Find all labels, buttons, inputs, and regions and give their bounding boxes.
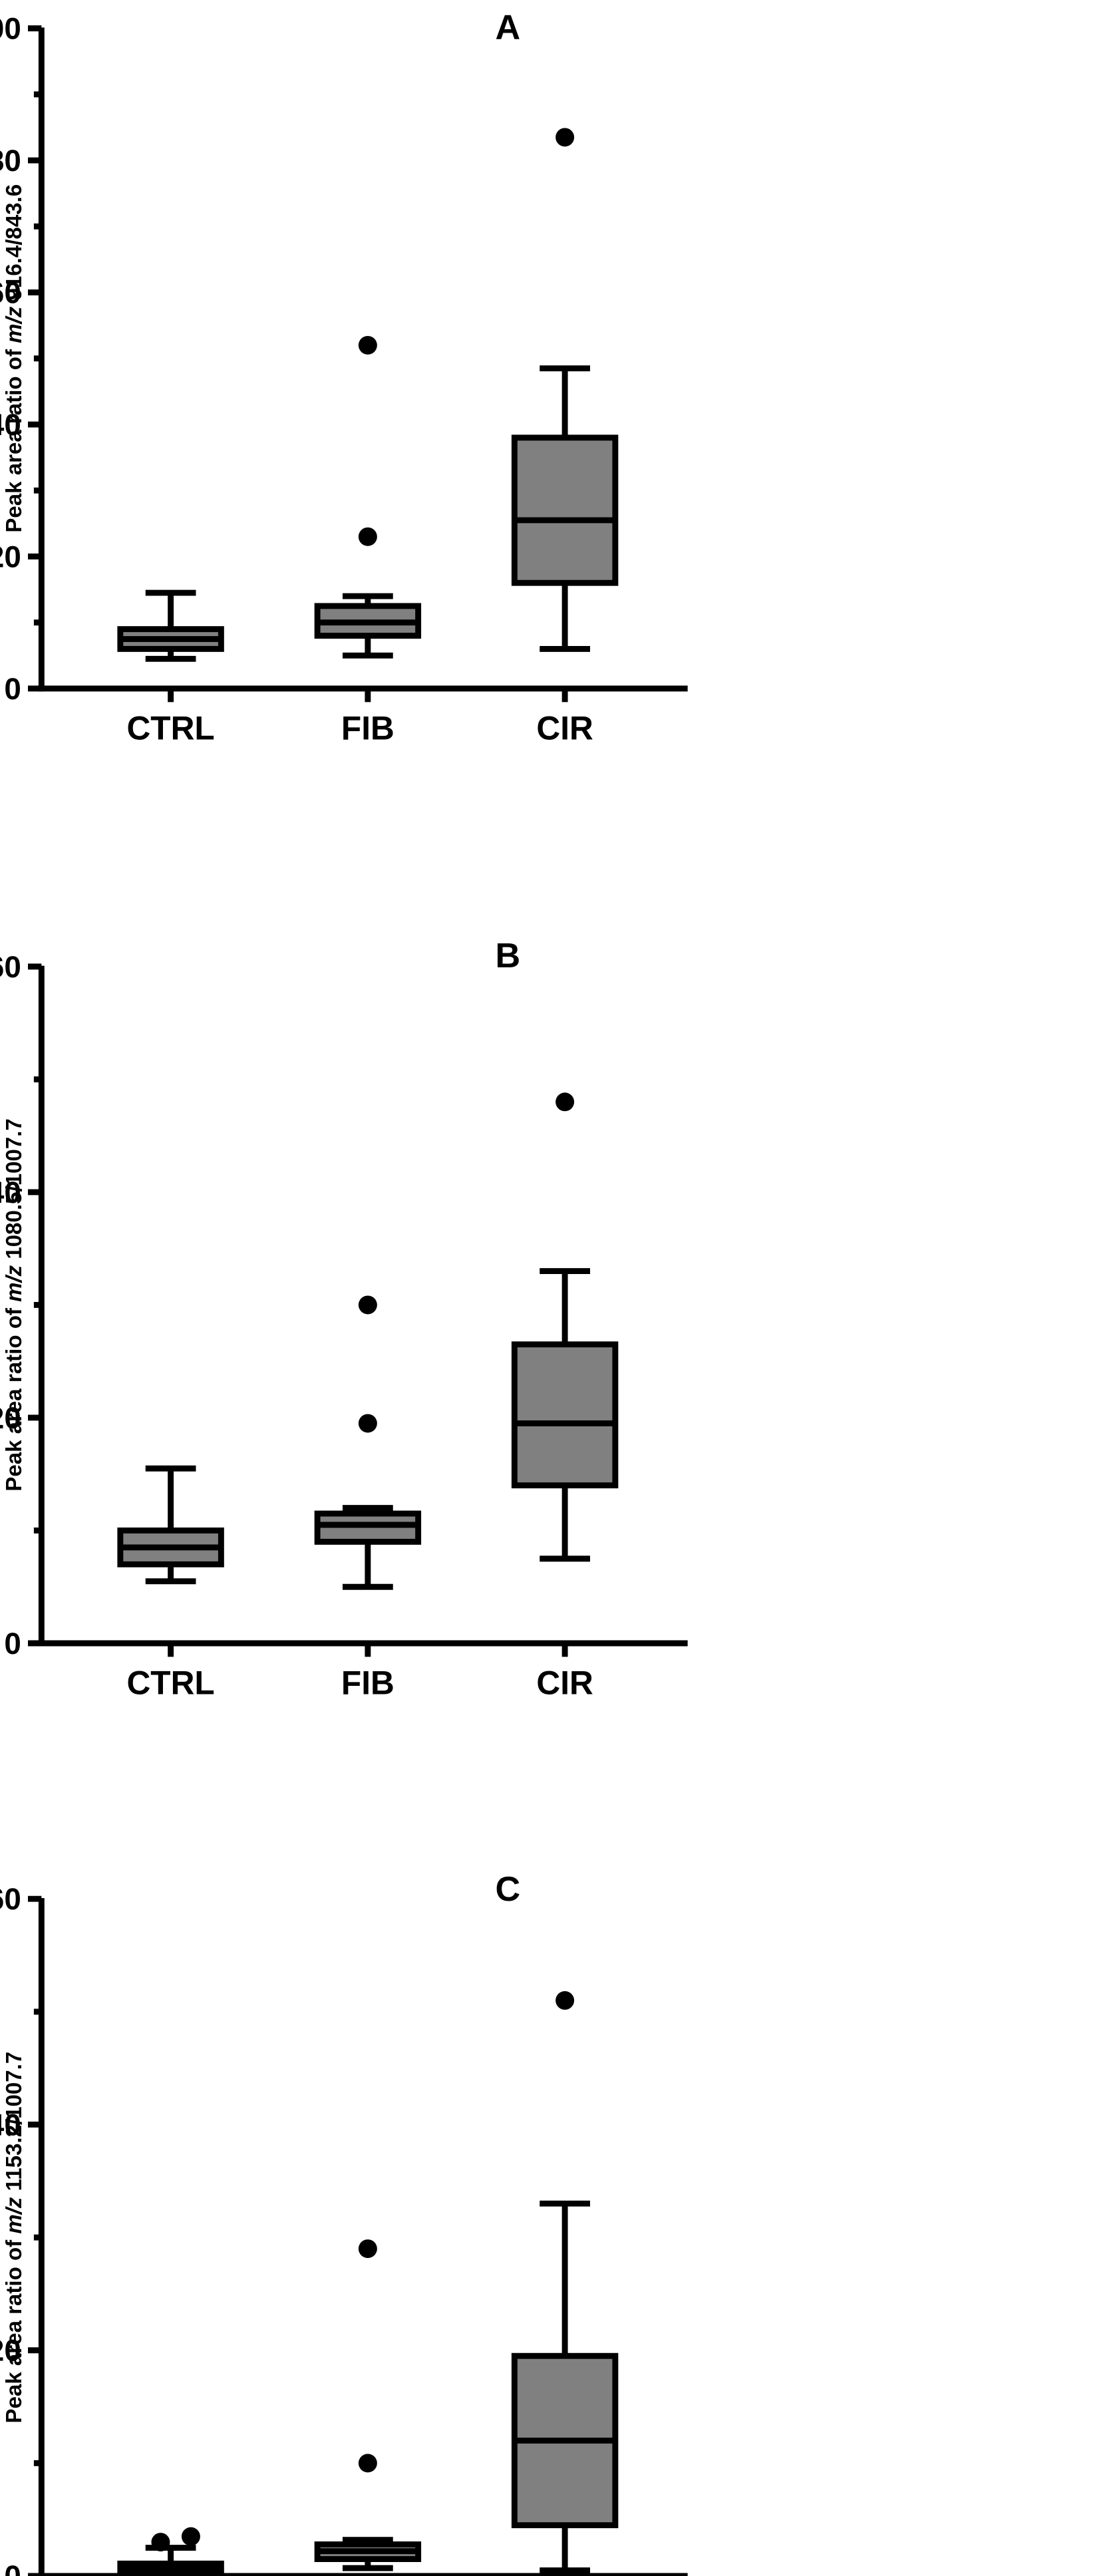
box-ctrl (117, 589, 224, 662)
y-tick-label: 20 (0, 2334, 21, 2368)
box-ctrl (117, 2527, 224, 2576)
panel-letter: C (495, 1870, 520, 1909)
outlier-point (358, 335, 377, 355)
x-category-label: CIR (536, 709, 593, 746)
x-category-label: CTRL (126, 709, 214, 746)
outlier-point (555, 1092, 575, 1112)
panel-b: B 0 20 40 60 Peak area ratio of m/z 1080.5/10… (0, 937, 688, 1701)
y-tick-label: 60 (0, 275, 21, 309)
y-axis-label: Peak area ratio of m/z 1153.2/1007.7 (2, 2052, 27, 2424)
box-cir (511, 1991, 619, 2573)
box-fib (314, 335, 422, 659)
iqr-box (511, 1341, 619, 1489)
box-fib (314, 1295, 422, 1590)
panel-letter: A (495, 9, 520, 47)
x-category-label: FIB (341, 1664, 394, 1701)
x-category-label: FIB (341, 709, 394, 746)
outlier-point (358, 1414, 377, 1433)
box-fib (314, 2239, 422, 2571)
panel-c: C 0 20 40 60 Peak area ratio of m/z 1153.2/10… (0, 1870, 688, 2576)
panel-letter: B (495, 937, 520, 975)
box-cir (511, 128, 619, 652)
outlier-point (358, 1295, 377, 1315)
box-ctrl (117, 1465, 224, 1585)
y-tick-label: 60 (0, 1882, 21, 1916)
outlier-point (555, 1991, 575, 2010)
y-tick-label: 40 (0, 1176, 21, 1209)
y-tick-label: 0 (4, 1627, 21, 1661)
y-tick-label: 20 (0, 1401, 21, 1435)
outlier-point (181, 2527, 200, 2546)
outlier-point (358, 527, 377, 546)
y-tick-label: 40 (0, 408, 21, 442)
y-tick-label: 0 (4, 672, 21, 706)
outlier-point (358, 2454, 377, 2473)
y-tick-label: 100 (0, 12, 21, 46)
outlier-point (358, 2239, 377, 2259)
y-tick-label: 0 (4, 2559, 21, 2576)
y-tick-label: 80 (0, 144, 21, 178)
panel-a: A 0 20 40 60 80 100 Peak area ratio of m/z 916.… (0, 9, 688, 746)
y-tick-label: 40 (0, 2108, 21, 2142)
box-cir (511, 1092, 619, 1562)
y-tick-label: 60 (0, 950, 21, 984)
outlier-point (151, 2533, 170, 2552)
y-tick-label: 20 (0, 540, 21, 573)
y-axis-label: Peak area ratio of m/z 1080.5/1007.7 (2, 1118, 27, 1492)
x-category-label: CIR (536, 1664, 593, 1701)
iqr-box (511, 434, 619, 586)
x-category-label: CTRL (126, 1664, 214, 1701)
y-axis-label: Peak area ratio of m/z 916.4/843.6 (2, 184, 27, 533)
outlier-point (555, 128, 575, 147)
